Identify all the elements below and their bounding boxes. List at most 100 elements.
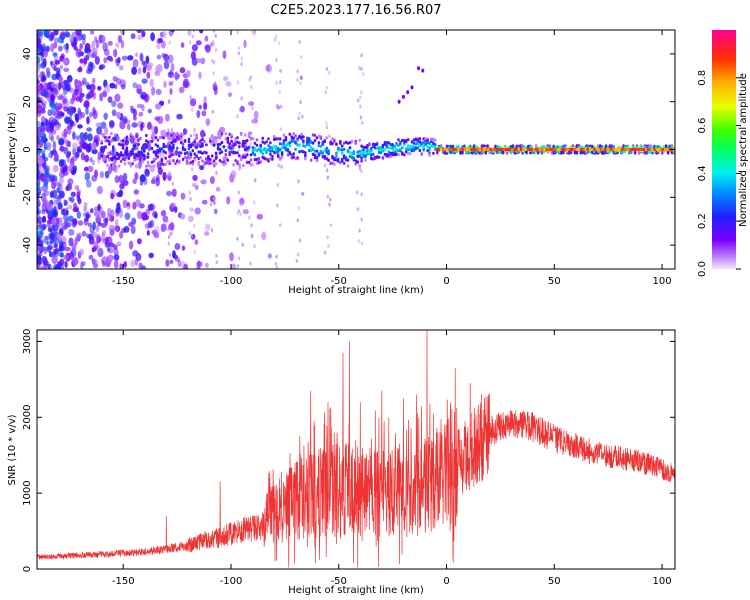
heatmap-cell bbox=[172, 152, 175, 156]
heatmap-cell bbox=[440, 148, 443, 151]
heatmap-cell bbox=[147, 221, 153, 229]
heatmap-cell bbox=[92, 48, 98, 56]
heatmap-cell bbox=[296, 156, 299, 160]
heatmap-cell bbox=[104, 126, 109, 136]
heatmap-cell bbox=[166, 160, 169, 164]
heatmap-cell bbox=[251, 162, 255, 167]
spectrogram-y-axis-label: Frequency (Hz) bbox=[7, 112, 18, 188]
heatmap-cell bbox=[575, 148, 579, 151]
heatmap-cell bbox=[428, 141, 431, 145]
heatmap-cell bbox=[180, 42, 185, 48]
heatmap-cell bbox=[115, 133, 119, 137]
heatmap-cell bbox=[251, 151, 255, 155]
heatmap-cell bbox=[137, 35, 143, 40]
heatmap-cell bbox=[539, 148, 542, 151]
heatmap-cell bbox=[86, 213, 91, 219]
heatmap-cell bbox=[434, 143, 437, 147]
heatmap-cell bbox=[213, 81, 217, 85]
heatmap-cell bbox=[313, 156, 317, 160]
heatmap-cell bbox=[315, 156, 319, 160]
heatmap-cell bbox=[187, 30, 192, 37]
heatmap-cell bbox=[532, 148, 535, 151]
heatmap-cell bbox=[552, 144, 555, 149]
heatmap-cell bbox=[170, 202, 177, 208]
heatmap-cell bbox=[325, 157, 329, 161]
heatmap-cell bbox=[66, 183, 73, 191]
heatmap-cell bbox=[391, 143, 394, 147]
heatmap-cell bbox=[356, 207, 360, 212]
heatmap-cell bbox=[223, 76, 229, 81]
heatmap-cell bbox=[113, 254, 120, 261]
heatmap-cell bbox=[86, 116, 90, 125]
heatmap-cell bbox=[76, 232, 83, 239]
heatmap-cell bbox=[82, 37, 86, 46]
heatmap-cell bbox=[540, 150, 544, 155]
heatmap-cell bbox=[191, 57, 198, 66]
heatmap-cell bbox=[119, 208, 123, 219]
heatmap-cell bbox=[170, 30, 175, 33]
heatmap-cell bbox=[296, 218, 299, 223]
heatmap-cell bbox=[137, 67, 142, 75]
heatmap-cell bbox=[127, 161, 131, 165]
heatmap-cell bbox=[174, 243, 181, 250]
heatmap-cell bbox=[437, 148, 441, 151]
heatmap-cell bbox=[397, 143, 400, 148]
heatmap-cell bbox=[267, 159, 270, 163]
heatmap-cell bbox=[370, 149, 373, 153]
heatmap-cell bbox=[108, 140, 111, 144]
heatmap-cell bbox=[581, 150, 584, 155]
heatmap-cell bbox=[37, 73, 40, 82]
heatmap-cell bbox=[350, 139, 354, 143]
heatmap-cell bbox=[269, 157, 272, 161]
heatmap-cell bbox=[69, 35, 74, 44]
heatmap-cell bbox=[366, 152, 369, 156]
heatmap-cell bbox=[352, 151, 356, 155]
heatmap-cell bbox=[43, 50, 48, 58]
heatmap-cell bbox=[393, 145, 396, 149]
heatmap-cell bbox=[408, 152, 412, 156]
heatmap-cell bbox=[410, 85, 414, 90]
heatmap-cell bbox=[240, 96, 243, 101]
heatmap-cell bbox=[44, 167, 49, 176]
heatmap-cell bbox=[108, 224, 115, 234]
heatmap-cell bbox=[170, 68, 173, 73]
heatmap-cell bbox=[209, 157, 212, 162]
heatmap-cell bbox=[214, 156, 218, 160]
heatmap-cell bbox=[418, 148, 422, 153]
heatmap-cell bbox=[448, 148, 451, 151]
heatmap-cell bbox=[205, 151, 208, 155]
heatmap-cell bbox=[358, 66, 361, 70]
heatmap-cell bbox=[269, 149, 272, 153]
heatmap-cell bbox=[346, 150, 350, 154]
heatmap-cell bbox=[85, 180, 92, 188]
heatmap-cell bbox=[65, 42, 69, 50]
heatmap-cell bbox=[243, 155, 247, 159]
heatmap-cell bbox=[63, 132, 68, 138]
heatmap-cell bbox=[176, 146, 179, 150]
heatmap-cell bbox=[360, 169, 363, 174]
heatmap-cell bbox=[151, 176, 157, 185]
heatmap-cell bbox=[321, 155, 325, 159]
heatmap-cell bbox=[234, 137, 237, 141]
heatmap-cell bbox=[149, 78, 154, 88]
heatmap-cell bbox=[284, 138, 288, 142]
heatmap-cell bbox=[128, 221, 134, 227]
heatmap-cell bbox=[46, 203, 53, 211]
heatmap-cell bbox=[634, 148, 637, 151]
heatmap-cell bbox=[401, 146, 404, 150]
heatmap-cell bbox=[275, 80, 278, 85]
heatmap-cell bbox=[245, 160, 249, 164]
heatmap-cell bbox=[356, 150, 360, 154]
heatmap-cell bbox=[342, 154, 346, 158]
heatmap-cell bbox=[112, 146, 115, 150]
heatmap-cell bbox=[375, 155, 379, 159]
heatmap-cell bbox=[599, 148, 602, 151]
heatmap-cell bbox=[527, 144, 530, 149]
snr-series-line bbox=[37, 330, 675, 568]
heatmap-cell bbox=[273, 137, 276, 142]
heatmap-cell bbox=[224, 137, 228, 141]
heatmap-cell bbox=[232, 163, 235, 167]
heatmap-cell bbox=[77, 220, 83, 226]
heatmap-cell bbox=[292, 132, 296, 136]
heatmap-cell bbox=[156, 44, 161, 50]
